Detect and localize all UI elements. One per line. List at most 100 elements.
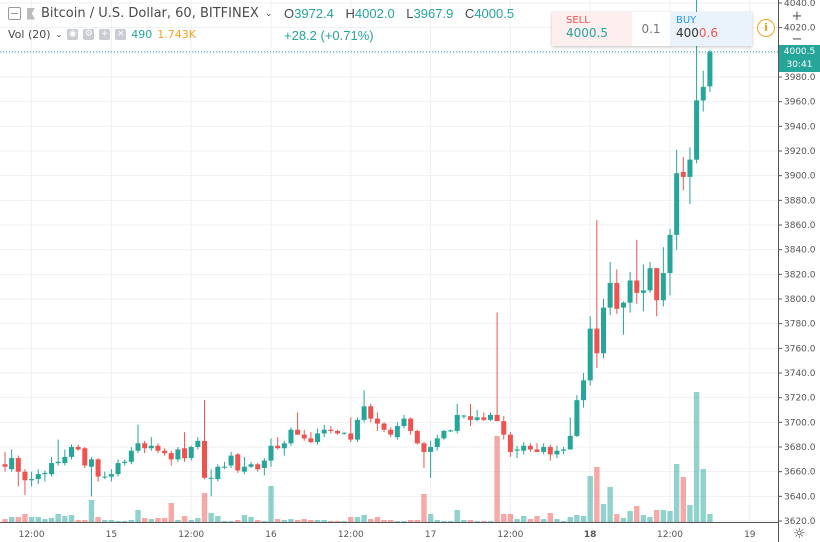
price-tick-label: 3860.0 [784, 221, 816, 231]
volume-bar [354, 517, 361, 522]
volume-bar [700, 469, 706, 522]
volume-bar [441, 521, 447, 522]
buy-price-main: 400 [676, 26, 699, 40]
candle-body [128, 450, 134, 462]
volume-bar [288, 519, 294, 522]
open-label: O [284, 6, 295, 21]
candle-body [434, 438, 440, 447]
volume-legend: Vol (20) ⌄ ◉ ⚙ + × 490 1.743K [8, 28, 196, 41]
volume-bar [95, 517, 101, 522]
volume-bar [122, 521, 128, 522]
volume-bar [514, 519, 520, 522]
candle-body [368, 406, 374, 419]
price-tick-label: 3820.0 [784, 270, 816, 280]
symbol-title[interactable]: Bitcoin / U.S. Dollar, 60, BITFINEX [41, 6, 259, 21]
buy-button[interactable]: BUY 4000.6 [670, 12, 752, 46]
time-tick-label: 17 [425, 530, 436, 540]
volume-bar [447, 521, 454, 522]
price-tick-label: 3760.0 [784, 344, 816, 354]
time-tick-label: 12:00 [338, 530, 364, 540]
candle-body [115, 463, 121, 475]
close-icon[interactable]: × [115, 29, 127, 40]
buy-label: BUY [676, 15, 697, 26]
candle-body [15, 458, 21, 472]
candle-body [501, 421, 507, 435]
volume-bar [394, 521, 401, 522]
time-tick-label: 16 [265, 530, 277, 540]
volume-bar [634, 506, 640, 522]
quantity-field[interactable]: 0.1 [641, 22, 661, 36]
price-tick-label: 3720.0 [784, 394, 816, 404]
volume-bar [521, 516, 527, 522]
eye-icon[interactable]: ◉ [67, 29, 79, 40]
volume-bar [115, 521, 121, 522]
candle-body [142, 443, 148, 449]
volume-bar [82, 520, 88, 522]
candle-body [567, 435, 573, 450]
price-tick-label: 3940.0 [784, 122, 816, 132]
settings-icon[interactable]: ⚙ [83, 29, 95, 40]
volume-bar [208, 513, 214, 522]
sell-button[interactable]: SELL 4000.5 [552, 12, 632, 46]
zoom-in-button[interactable]: + [791, 10, 803, 23]
price-tick-label: 3680.0 [784, 443, 816, 453]
price-tick-label: 3920.0 [784, 147, 816, 157]
candle-body [388, 429, 394, 435]
candle-body [328, 429, 334, 431]
candle-body [461, 415, 467, 417]
candle-body [381, 423, 387, 430]
volume-value: 490 [131, 28, 153, 41]
volume-bar [328, 521, 334, 522]
volume-bar [201, 493, 208, 522]
time-tick-label: 15 [106, 530, 117, 540]
volume-bar [22, 514, 28, 522]
candle-body [487, 414, 493, 420]
gear-icon[interactable]: ☼ [793, 526, 806, 542]
price-tick-label: 4040.0 [784, 0, 816, 9]
volume-bar [487, 521, 494, 522]
sell-price: 4000.5 [566, 26, 608, 40]
candle-body [408, 418, 414, 431]
candle-body [554, 450, 560, 455]
plus-icon[interactable]: + [99, 29, 111, 40]
volume-bar [427, 514, 434, 522]
volume-bar [627, 511, 633, 522]
candle-body [620, 302, 626, 308]
candle-body [614, 282, 620, 309]
volume-bar [388, 520, 394, 522]
candle-body [88, 459, 94, 467]
candle-body [308, 438, 314, 443]
candle-body [215, 466, 221, 480]
candle-body [348, 433, 354, 440]
candle-body [301, 434, 307, 439]
volume-bar [241, 515, 248, 522]
chevron-down-icon[interactable]: ⌄ [264, 8, 273, 19]
price-tick-label: 3880.0 [784, 196, 816, 206]
candle-body [122, 461, 128, 464]
volume-bar [55, 514, 61, 522]
candle-body [660, 273, 666, 301]
info-icon[interactable]: i [757, 19, 775, 37]
volume-bar [454, 510, 460, 522]
volume-bar [268, 486, 274, 522]
volume-label[interactable]: Vol (20) [8, 28, 51, 41]
candle-body [514, 449, 520, 451]
flag-icon[interactable] [27, 7, 35, 20]
chevron-down-icon[interactable]: ⌄ [55, 30, 63, 39]
volume-bar [15, 517, 21, 522]
volume-bar [281, 520, 287, 522]
candle-body [241, 466, 247, 472]
volume-bar [494, 436, 500, 522]
collapse-icon[interactable] [8, 7, 21, 20]
volume-bar [68, 515, 75, 522]
volume-bar [348, 517, 354, 522]
candle-body [561, 449, 567, 451]
volume-bar [374, 517, 381, 522]
zoom-out-button[interactable]: − [791, 34, 803, 45]
time-tick-label: 12:00 [497, 530, 523, 540]
sell-label: SELL [566, 15, 590, 26]
volume-bar [48, 518, 55, 522]
candle-body [454, 414, 460, 431]
candle-body [640, 290, 646, 293]
